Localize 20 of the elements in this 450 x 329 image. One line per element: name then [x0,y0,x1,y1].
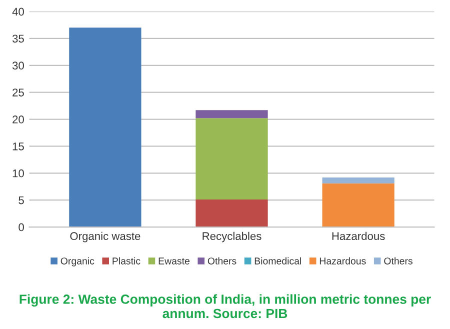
y-tick-label: 30 [12,62,24,70]
y-tick-label: 10 [12,169,24,178]
legend-label: Others [384,257,412,264]
text: Figure 2: Waste Composition of India, in million metric tonnes per annum. Source: PIB [20,294,431,318]
legend-label: Plastic [112,257,140,264]
y-tick-label: 5 [18,196,24,204]
y-tick-label: 25 [12,88,24,96]
legend-label: Hazardous [320,257,366,264]
x-tick-label: Hazardous [332,232,385,240]
y-tick-label: 15 [12,142,24,150]
x-tick-label: Organic waste [70,232,140,242]
legend-label: Biomedical [254,257,302,264]
y-tick-label: 35 [12,34,24,43]
x-tick-label: Recyclables [202,232,262,242]
legend-label: Others [208,257,236,264]
y-tick-label: 20 [12,116,24,124]
y-tick-label: 0 [18,223,24,232]
legend-label: Organic [60,257,94,266]
legend-label: Ewaste [158,258,190,264]
y-tick-label: 40 [12,8,24,16]
